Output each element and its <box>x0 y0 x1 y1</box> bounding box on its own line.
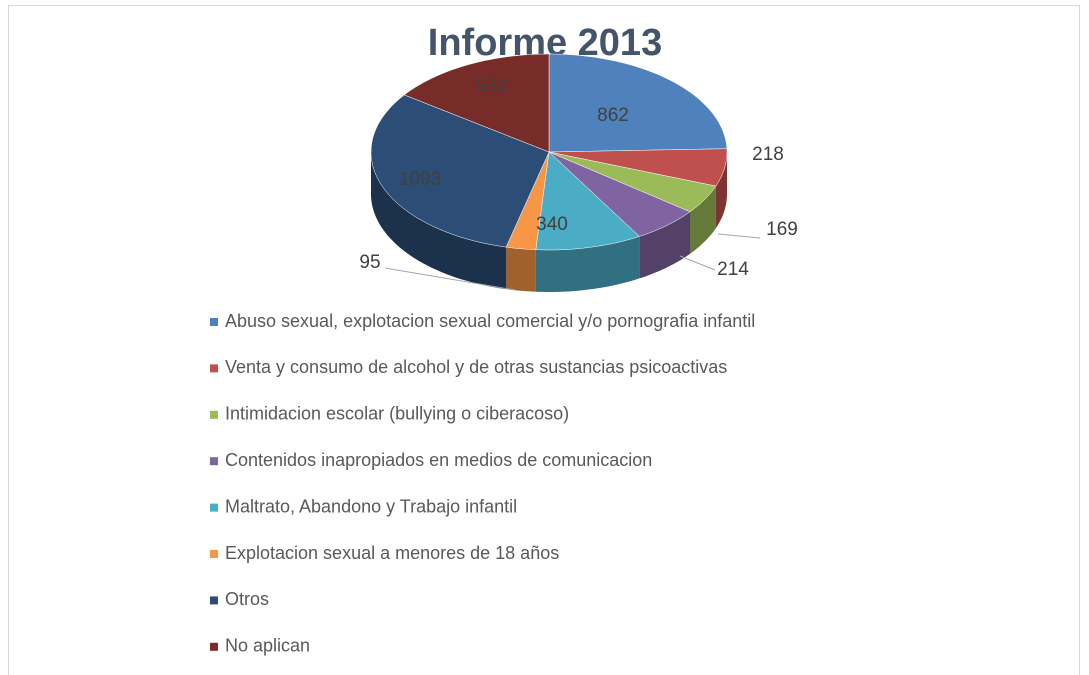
data-label: 340 <box>536 214 568 235</box>
data-label: 862 <box>597 105 629 126</box>
slice <box>548 53 728 153</box>
leader-line <box>679 255 716 271</box>
legend-label: Abuso sexual, explotacion sexual comerci… <box>225 311 755 331</box>
slice-side-shade <box>715 152 727 229</box>
legend-label: Explotacion sexual a menores de 18 años <box>225 543 559 563</box>
slice-side-shade <box>690 186 716 254</box>
data-label: 1093 <box>399 169 441 190</box>
legend-label: Venta y consumo de alcohol y de otras su… <box>225 357 727 377</box>
slice <box>548 151 691 237</box>
legend-swatch <box>210 550 218 558</box>
slice <box>370 94 550 248</box>
legend-swatch <box>210 364 218 373</box>
slice-side <box>639 211 690 279</box>
slice-side-shade <box>639 211 690 279</box>
data-label: 218 <box>752 144 784 165</box>
legend-label: Otros <box>225 589 269 609</box>
data-label: 169 <box>766 219 798 240</box>
slice-side-shade <box>371 152 507 290</box>
legend-label: Maltrato, Abandono y Trabajo infantil <box>225 496 517 516</box>
legend-label: Intimidacion escolar (bullying o ciberac… <box>225 404 569 424</box>
slice-side <box>715 152 727 229</box>
slice-side-shade <box>506 247 536 292</box>
chart-border <box>8 5 1080 675</box>
data-label: 214 <box>717 259 749 280</box>
legend-swatch <box>210 410 218 419</box>
legend-swatch <box>210 503 218 512</box>
legend-label: No aplican <box>225 636 310 656</box>
slice <box>548 148 728 187</box>
slice <box>403 53 550 153</box>
data-label: 95 <box>359 252 380 273</box>
slice-side <box>690 186 716 254</box>
legend-label: Contenidos inapropiados en medios de com… <box>225 450 652 470</box>
data-label: 532 <box>476 76 508 97</box>
slice <box>505 151 550 250</box>
leader-line <box>384 267 516 291</box>
slice-side <box>371 152 507 290</box>
slice <box>548 151 717 213</box>
legend-swatch <box>210 457 218 466</box>
legend-swatch <box>210 318 218 326</box>
slice-side-shade <box>535 236 640 292</box>
leader-line <box>717 233 761 239</box>
slice-side <box>506 247 536 292</box>
slice <box>535 151 640 251</box>
slice-side <box>535 236 640 292</box>
legend-swatch <box>210 596 218 605</box>
legend-swatch <box>210 642 218 651</box>
